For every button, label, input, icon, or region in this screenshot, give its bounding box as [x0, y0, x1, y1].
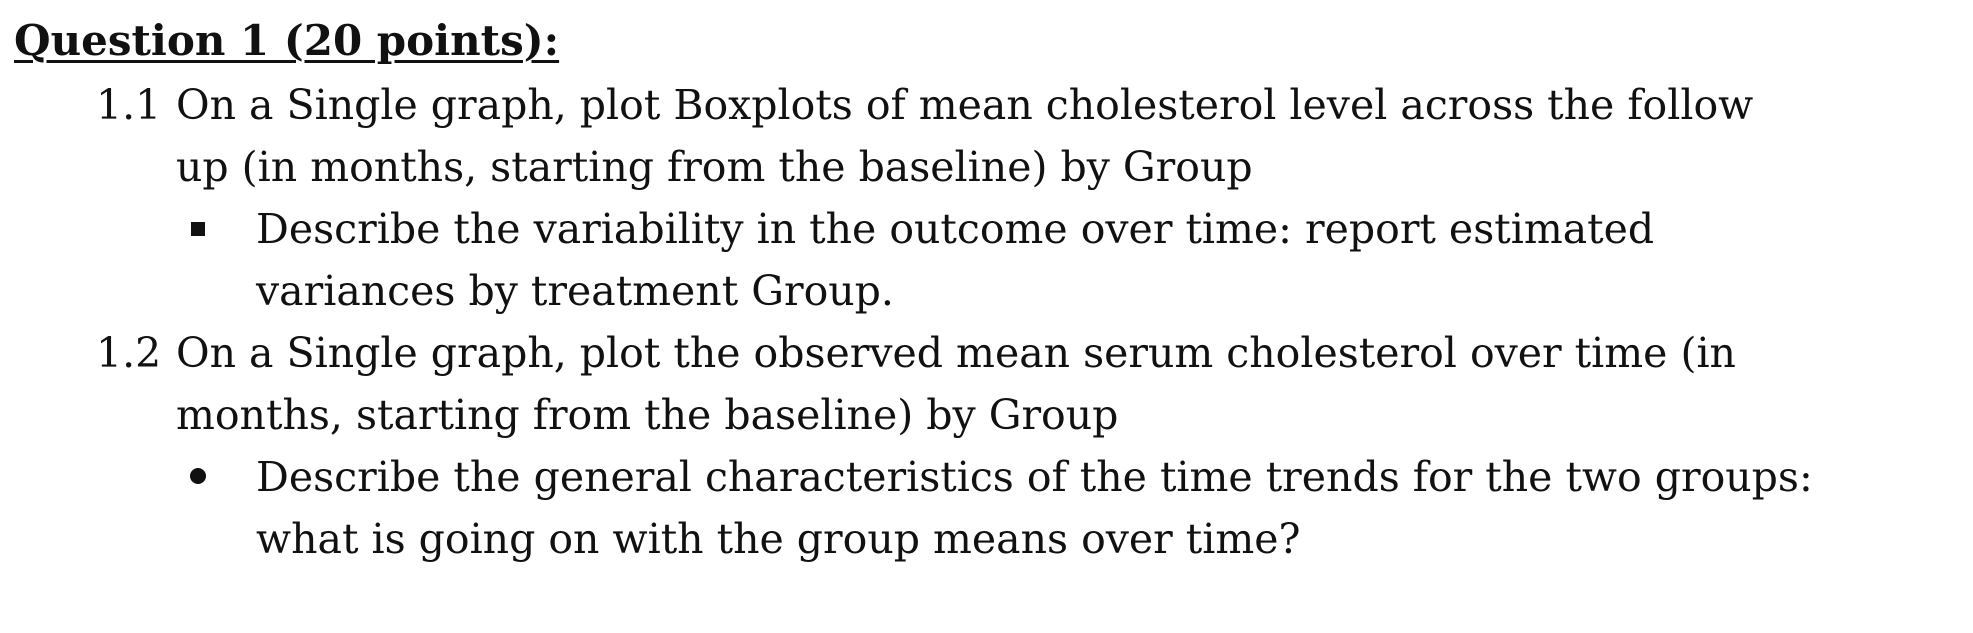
item-text-line: On a Single graph, plot the observed mea…: [176, 329, 1736, 377]
round-bullet-icon: [190, 468, 206, 484]
item-text: On a Single graph, plot the observed mea…: [176, 322, 1736, 446]
sub-bullet-line: Describe the variability in the outcome …: [256, 205, 1655, 253]
sub-bullet-line: what is going on with the group means ov…: [256, 515, 1301, 563]
item-text-line: months, starting from the baseline) by G…: [176, 391, 1119, 439]
item-number: 1.1: [96, 81, 162, 129]
sub-bullet-text: Describe the general characteristics of …: [256, 446, 1813, 570]
sub-bullet-text: Describe the variability in the outcome …: [256, 198, 1654, 322]
item-text: On a Single graph, plot Boxplots of mean…: [176, 74, 1753, 198]
item-text-line: On a Single graph, plot Boxplots of mean…: [176, 81, 1754, 129]
sub-bullet-line: Describe the general characteristics of …: [256, 453, 1813, 501]
item-text-line: up (in months, starting from the baselin…: [176, 143, 1253, 191]
question-heading: Question 1 (20 points):: [14, 16, 560, 65]
item-number: 1.2: [96, 329, 162, 377]
sub-bullet-line: variances by treatment Group.: [256, 267, 894, 315]
square-bullet-icon: [191, 222, 205, 236]
